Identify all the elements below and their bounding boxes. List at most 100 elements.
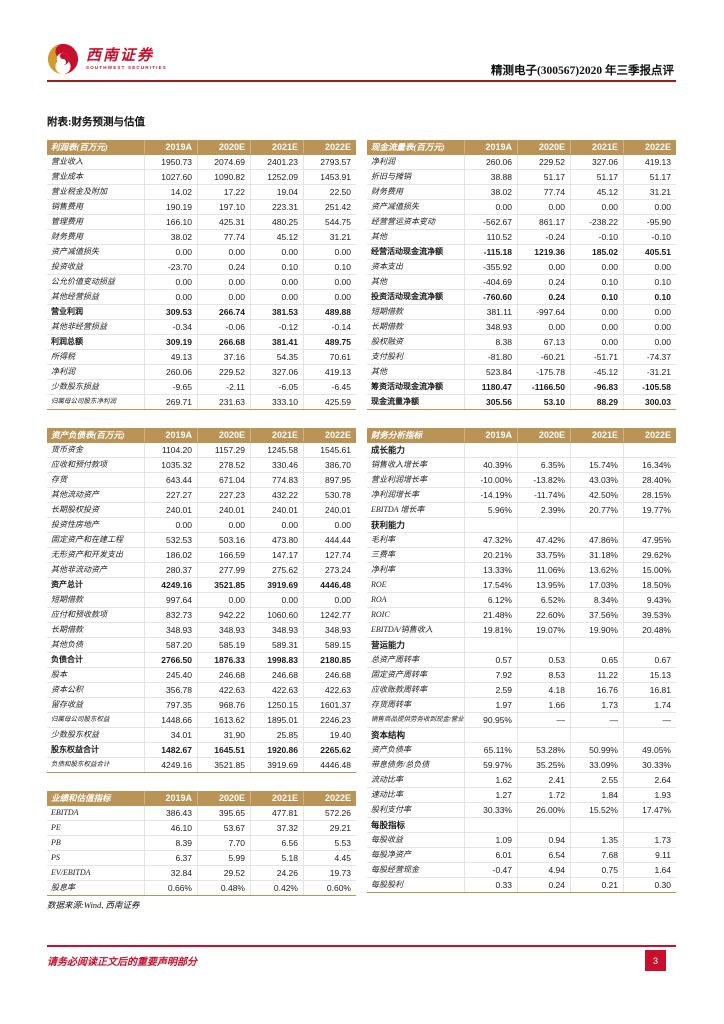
- row-label: 短期借款: [51, 595, 83, 604]
- cell-value: 229.52: [517, 155, 570, 169]
- cell-value: 0.00: [570, 320, 623, 334]
- row-label: 其他: [371, 277, 387, 286]
- cell-value: 251.42: [303, 200, 356, 214]
- cell-value: -2.11: [197, 380, 250, 394]
- cell-value: 587.20: [144, 638, 197, 652]
- cell-value: 2074.69: [197, 155, 250, 169]
- table-row: 股权融资 8.38 67.13 0.00 0.00: [367, 335, 676, 350]
- table-row: 财务费用 38.02 77.74 45.12 31.21: [47, 230, 356, 245]
- row-label: 货币资金: [51, 445, 83, 454]
- cell-value: 2246.23: [303, 713, 356, 727]
- cell-value: 30.33%: [464, 803, 517, 817]
- cell-value: 1920.86: [250, 743, 303, 757]
- row-label: 归属母公司股东权益: [51, 716, 110, 723]
- cell-value: 223.31: [250, 200, 303, 214]
- table-row: 股东权益合计 1482.67 1645.51 1920.86 2265.62: [47, 743, 356, 758]
- table-title: 现金流量表(百万元): [371, 142, 445, 152]
- row-label: 流动比率: [371, 775, 403, 784]
- cell-value: 523.84: [464, 365, 517, 379]
- cell-value: 2.55: [570, 773, 623, 787]
- cell-value: 4249.16: [144, 578, 197, 592]
- table-row: 其他负债 587.20 585.19 589.31 589.15: [47, 638, 356, 653]
- logo-swirl-icon: [47, 43, 79, 75]
- cell-value: 309.19: [144, 335, 197, 349]
- cell-value: 29.52: [197, 866, 250, 880]
- cell-value: -31.21: [623, 365, 676, 379]
- cell-value: 266.68: [197, 335, 250, 349]
- cell-value: 327.06: [250, 365, 303, 379]
- cell-value: 0.00: [623, 305, 676, 319]
- table-row: 其他 -404.69 0.24 0.10 0.10: [367, 275, 676, 290]
- cell-value: 19.77%: [623, 503, 676, 517]
- cell-value: 1.73: [623, 833, 676, 847]
- cell-value: 1157.29: [197, 443, 250, 457]
- cell-value: 30.33%: [623, 758, 676, 772]
- table-row: ROIC 21.48% 22.60% 37.56% 39.53%: [367, 608, 676, 623]
- cell-value: 0.00: [623, 335, 676, 349]
- row-label: 销售费用: [51, 202, 83, 211]
- cell-value: 1545.61: [303, 443, 356, 457]
- cell-value: -74.37: [623, 350, 676, 364]
- cell-value: 185.02: [570, 245, 623, 259]
- cell-value: 77.74: [517, 185, 570, 199]
- cell-value: 422.63: [303, 683, 356, 697]
- cell-value: 0.24: [517, 290, 570, 304]
- cell-value: 8.39: [144, 836, 197, 850]
- table-row: 净利润增长率 -14.19% -11.74% 42.50% 28.15%: [367, 488, 676, 503]
- logo-company-name: 西南证券: [86, 47, 155, 64]
- cell-value: 28.40%: [623, 473, 676, 487]
- cell-value: 0.00: [250, 593, 303, 607]
- cell-value: 0.00: [250, 518, 303, 532]
- table-row: 固定资产和在建工程 532.53 503.16 473.80 444.44: [47, 533, 356, 548]
- cell-value: 2.41: [517, 773, 570, 787]
- cell-value: 31.21: [623, 185, 676, 199]
- cell-value: 49.13: [144, 350, 197, 364]
- cell-value: 231.63: [197, 395, 250, 409]
- year-column-header: 2019A: [464, 428, 517, 442]
- row-label: 营业收入: [51, 157, 83, 166]
- cell-value: 278.52: [197, 458, 250, 472]
- cell-value: 1252.09: [250, 170, 303, 184]
- row-label: 营运能力: [371, 640, 406, 650]
- year-column-header: 2021E: [250, 791, 303, 805]
- cell-value: 1.74: [623, 698, 676, 712]
- cell-value: 17.03%: [570, 578, 623, 592]
- cell-value: 1876.33: [197, 653, 250, 667]
- cell-value: 1.93: [623, 788, 676, 802]
- cell-value: 348.93: [197, 623, 250, 637]
- cell-value: 38.88: [464, 170, 517, 184]
- cell-value: 49.05%: [623, 743, 676, 757]
- cell-value: 2.64: [623, 773, 676, 787]
- cell-value: 0.00: [303, 593, 356, 607]
- cell-value: 18.50%: [623, 578, 676, 592]
- cell-value: 0.10: [250, 260, 303, 274]
- table-row: 营业成本 1027.60 1090.82 1252.09 1453.91: [47, 170, 356, 185]
- cell-value: 473.80: [250, 533, 303, 547]
- report-title: 精测电子(300567)2020 年三季报点评: [490, 65, 674, 77]
- row-label: EBITDA 增长率: [371, 505, 425, 514]
- row-label: 资产减值损失: [371, 202, 419, 211]
- cell-value: 1950.73: [144, 155, 197, 169]
- row-label: 现金流量净额: [371, 397, 419, 406]
- cell-value: 0.00: [250, 290, 303, 304]
- table-row: 其他 110.52 -0.24 -0.10 -0.10: [367, 230, 676, 245]
- cell-value: 589.15: [303, 638, 356, 652]
- cell-value: 0.48%: [197, 881, 250, 895]
- cell-value: 5.96%: [464, 503, 517, 517]
- cell-value: 0.00: [570, 305, 623, 319]
- row-label: 股利支付率: [371, 805, 411, 814]
- cell-value: 37.56%: [570, 608, 623, 622]
- cell-value: 11.22: [570, 668, 623, 682]
- cell-value: 29.21: [303, 821, 356, 835]
- row-label: 资本结构: [371, 730, 406, 740]
- cell-value: 1.73: [570, 698, 623, 712]
- table-row: 现金流量净额 305.56 53.10 88.29 300.03: [367, 395, 676, 410]
- row-label: 每股经营现金: [371, 865, 419, 874]
- row-label: 其他经营损益: [51, 292, 99, 301]
- cell-value: 5.53: [303, 836, 356, 850]
- cell-value: 53.28%: [517, 743, 570, 757]
- row-label: 营业利润增长率: [371, 475, 427, 484]
- row-label: 股本: [51, 670, 67, 679]
- table-row: 营运能力: [367, 638, 676, 653]
- cell-value: 348.93: [250, 623, 303, 637]
